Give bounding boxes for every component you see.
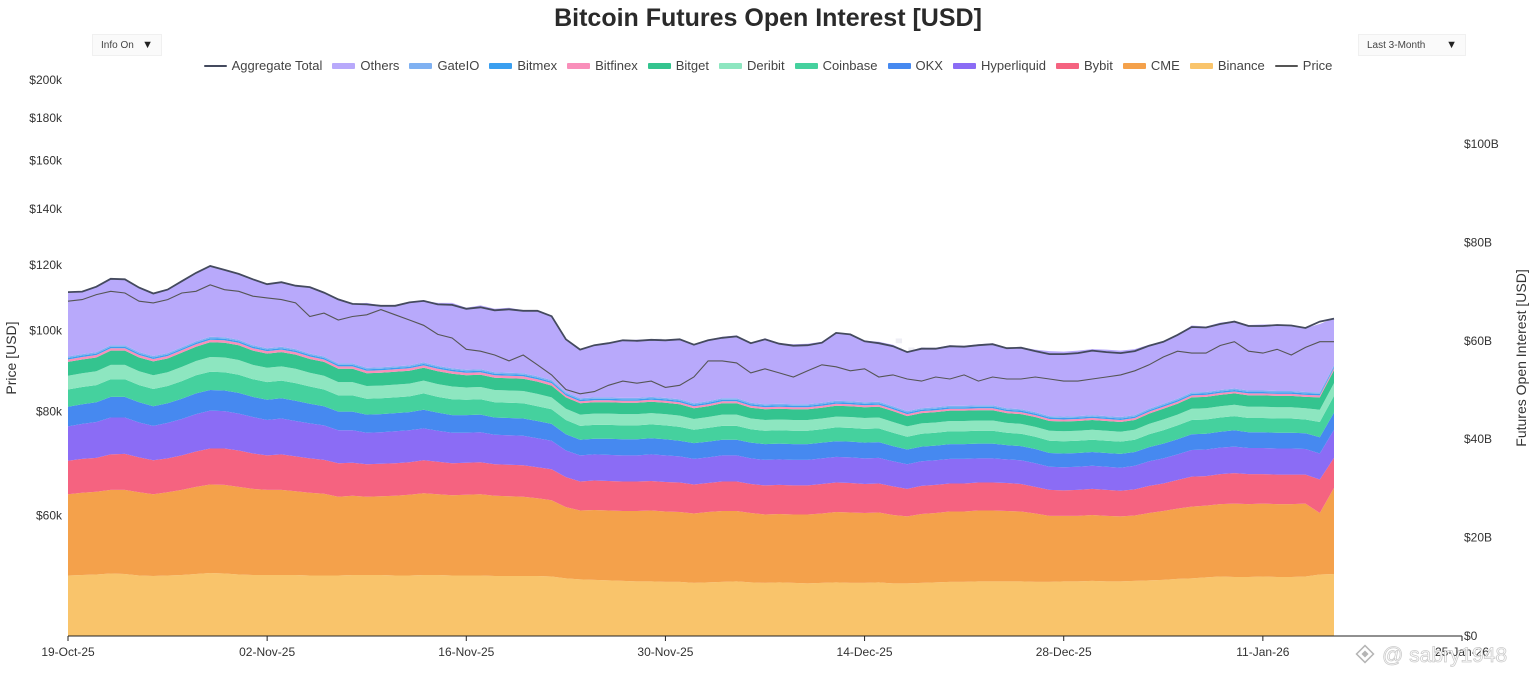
legend-label: Aggregate Total xyxy=(231,58,323,73)
legend-item-others[interactable]: Others xyxy=(332,58,399,73)
legend-item-aggregate-total[interactable]: Aggregate Total xyxy=(203,58,323,73)
legend-swatch xyxy=(489,62,513,69)
legend-label: Others xyxy=(360,58,400,73)
y-left-tick-label: $120k xyxy=(29,258,63,272)
legend-item-coinbase[interactable]: Coinbase xyxy=(794,58,878,73)
area-hyperliquid xyxy=(68,410,1334,491)
legend-item-bitfinex[interactable]: Bitfinex xyxy=(567,58,638,73)
legend-item-bitmex[interactable]: Bitmex xyxy=(489,58,557,73)
y-left-axis-title: Price [USD] xyxy=(3,321,19,394)
legend-swatch xyxy=(332,62,356,69)
info-toggle-dropdown[interactable]: Info On ▼ xyxy=(92,34,162,56)
legend-label: Binance xyxy=(1217,58,1265,73)
legend-item-price[interactable]: Price xyxy=(1274,58,1333,73)
legend-swatch xyxy=(1122,62,1146,69)
legend-swatch xyxy=(794,62,818,69)
x-tick-label: 02-Nov-25 xyxy=(239,645,295,659)
legend-swatch xyxy=(647,62,671,69)
y-right-tick-label: $40B xyxy=(1464,432,1492,446)
legend-swatch xyxy=(887,62,911,69)
legend-swatch xyxy=(718,62,742,69)
legend-item-gateio[interactable]: GateIO xyxy=(409,58,479,73)
y-left-tick-label: $80k xyxy=(36,404,63,418)
aggregate-total-line xyxy=(67,265,1335,355)
x-tick-label: 28-Dec-25 xyxy=(1036,645,1092,659)
y-right-tick-label: $80B xyxy=(1464,235,1492,249)
legend-swatch xyxy=(1274,64,1298,67)
legend-swatch xyxy=(567,62,591,69)
x-tick-label: 19-Oct-25 xyxy=(41,645,95,659)
info-toggle-label: Info On xyxy=(101,39,134,51)
legend-item-bybit[interactable]: Bybit xyxy=(1056,58,1113,73)
legend-label: Coinbase xyxy=(822,58,878,73)
area-deribit xyxy=(68,357,1334,442)
area-bitfinex xyxy=(68,339,1334,422)
y-right-tick-label: $100B xyxy=(1464,137,1499,151)
price-line xyxy=(67,284,1334,395)
chart-legend: Aggregate Total Others GateIO Bitmex Bitfine… xyxy=(0,58,1536,73)
legend-label: CME xyxy=(1150,58,1180,73)
legend-label: Deribit xyxy=(746,58,785,73)
y-right-tick-label: $20B xyxy=(1464,531,1492,545)
x-tick-label: 11-Jan-26 xyxy=(1236,645,1289,659)
x-tick-label: 25-Jan-26 xyxy=(1435,645,1489,659)
binance-logo-icon xyxy=(1355,644,1375,664)
y-left-tick-label: $140k xyxy=(29,202,63,216)
legend-label: OKX xyxy=(915,58,943,73)
area-bitget xyxy=(68,342,1334,432)
legend-label: Bitfinex xyxy=(595,58,638,73)
area-cme xyxy=(68,484,1334,584)
y-right-tick-label: $60B xyxy=(1464,334,1492,348)
area-binance xyxy=(68,573,1334,636)
x-tick-label: 16-Nov-25 xyxy=(438,645,494,659)
area-coinbase xyxy=(68,371,1334,454)
y-left-tick-label: $100k xyxy=(29,324,63,338)
legend-label: Hyperliquid xyxy=(980,58,1047,73)
caret-down-icon: ▼ xyxy=(142,39,153,51)
legend-swatch xyxy=(1056,62,1080,69)
legend-label: Price xyxy=(1302,58,1333,73)
area-bybit xyxy=(68,448,1334,517)
y-right-tick-label: $0 xyxy=(1464,629,1478,643)
legend-label: GateIO xyxy=(437,58,480,73)
legend-label: Bybit xyxy=(1084,58,1113,73)
legend-swatch xyxy=(1189,62,1213,69)
caret-down-icon: ▼ xyxy=(1446,39,1457,51)
range-select-dropdown[interactable]: Last 3-Month ▼ xyxy=(1358,34,1466,56)
legend-item-binance[interactable]: Binance xyxy=(1189,58,1265,73)
x-tick-label: 14-Dec-25 xyxy=(837,645,893,659)
y-right-axis-title: Futures Open Interest [USD] xyxy=(1513,269,1529,446)
legend-item-bitget[interactable]: Bitget xyxy=(647,58,709,73)
legend-item-okx[interactable]: OKX xyxy=(887,58,943,73)
legend-label: Bitmex xyxy=(517,58,558,73)
y-left-tick-label: $160k xyxy=(29,154,63,168)
area-okx xyxy=(68,390,1334,468)
legend-item-hyperliquid[interactable]: Hyperliquid xyxy=(952,58,1047,73)
legend-item-cme[interactable]: CME xyxy=(1122,58,1180,73)
legend-swatch xyxy=(409,62,433,69)
chart-title: Bitcoin Futures Open Interest [USD] xyxy=(554,4,982,32)
y-left-tick-label: $60k xyxy=(36,508,63,522)
legend-swatch xyxy=(952,62,976,69)
legend-swatch xyxy=(203,64,227,67)
x-tick-label: 30-Nov-25 xyxy=(637,645,693,659)
y-left-tick-label: $200k xyxy=(29,73,63,87)
legend-label: Bitget xyxy=(675,58,709,73)
y-left-tick-label: $180k xyxy=(29,111,63,125)
legend-item-deribit[interactable]: Deribit xyxy=(718,58,785,73)
range-select-label: Last 3-Month xyxy=(1367,39,1426,51)
credit-text: @ sabry1948 xyxy=(1382,644,1507,667)
